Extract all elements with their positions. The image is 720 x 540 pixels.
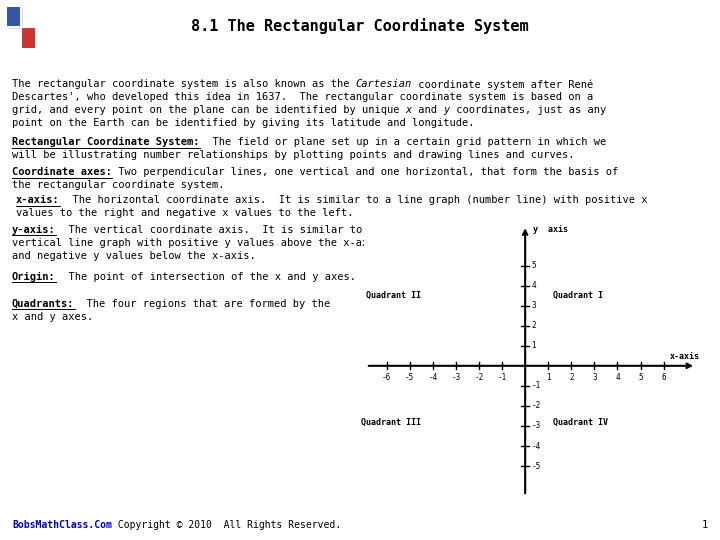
Text: -2: -2 — [531, 401, 541, 410]
Text: x-axis: x-axis — [670, 352, 699, 361]
Text: -6: -6 — [382, 373, 391, 382]
Text: the rectangular coordinate system.: the rectangular coordinate system. — [12, 180, 225, 190]
Text: Descartes', who developed this idea in 1637.  The rectangular coordinate system : Descartes', who developed this idea in 1… — [12, 92, 593, 102]
Text: 3: 3 — [531, 301, 536, 310]
Text: Quadrant I: Quadrant I — [553, 291, 603, 300]
Text: values to the right and negative x values to the left.: values to the right and negative x value… — [16, 208, 354, 218]
Text: coordinates, just as any: coordinates, just as any — [449, 105, 606, 115]
Text: The field or plane set up in a certain grid pattern in which we: The field or plane set up in a certain g… — [199, 137, 606, 147]
Text: will be illustrating number relationships by plotting points and drawing lines a: will be illustrating number relationship… — [12, 150, 575, 160]
Text: y-axis:: y-axis: — [12, 225, 55, 235]
Text: grid, and every point on the plane can be identified by unique: grid, and every point on the plane can b… — [12, 105, 406, 115]
Text: The vertical coordinate axis.  It is similar to a: The vertical coordinate axis. It is simi… — [55, 225, 374, 235]
Text: The horizontal coordinate axis.  It is similar to a line graph (number line) wit: The horizontal coordinate axis. It is si… — [60, 195, 647, 205]
Text: and negative y values below the x-axis.: and negative y values below the x-axis. — [12, 251, 256, 261]
Text: -2: -2 — [474, 373, 484, 382]
Text: -1: -1 — [498, 373, 507, 382]
Text: Origin:: Origin: — [12, 272, 55, 282]
Text: x: x — [406, 105, 412, 115]
Bar — [21, 27, 35, 48]
Text: 3: 3 — [592, 373, 597, 382]
Text: Cartesian: Cartesian — [356, 79, 412, 89]
Text: The rectangular coordinate system is also known as the: The rectangular coordinate system is als… — [12, 79, 356, 89]
Text: 5: 5 — [531, 261, 536, 270]
Text: -5: -5 — [531, 462, 541, 470]
Text: BobsMathClass.Com: BobsMathClass.Com — [12, 520, 112, 530]
Text: -3: -3 — [451, 373, 461, 382]
Text: Quadrants:: Quadrants: — [12, 299, 74, 309]
Text: 1: 1 — [531, 341, 536, 350]
Text: 1: 1 — [702, 520, 708, 530]
Text: and: and — [412, 105, 444, 115]
Bar — [7, 7, 21, 27]
Text: y  axis: y axis — [534, 225, 568, 234]
Text: 4: 4 — [615, 373, 620, 382]
Text: -4: -4 — [428, 373, 438, 382]
Text: 4: 4 — [531, 281, 536, 290]
Text: -4: -4 — [531, 442, 541, 450]
Text: Quadrant III: Quadrant III — [361, 417, 421, 427]
Text: x-axis:: x-axis: — [16, 195, 60, 205]
Text: 5: 5 — [638, 373, 643, 382]
Text: Rectangular Coordinate System:: Rectangular Coordinate System: — [12, 137, 199, 147]
Text: 8.1 The Rectangular Coordinate System: 8.1 The Rectangular Coordinate System — [192, 18, 528, 33]
Text: -3: -3 — [531, 422, 541, 430]
Text: The four regions that are formed by the: The four regions that are formed by the — [74, 299, 330, 309]
Text: Quadrant IV: Quadrant IV — [553, 417, 608, 427]
Text: -5: -5 — [405, 373, 415, 382]
Text: Copyright © 2010  All Rights Reserved.: Copyright © 2010 All Rights Reserved. — [112, 520, 341, 530]
Text: coordinate system after René: coordinate system after René — [412, 79, 593, 90]
Text: Two perpendicular lines, one vertical and one horizontal, that form the basis of: Two perpendicular lines, one vertical an… — [112, 167, 618, 177]
Text: Coordinate axes:: Coordinate axes: — [12, 167, 112, 177]
Text: Quadrant II: Quadrant II — [366, 291, 421, 300]
Text: point on the Earth can be identified by giving its latitude and longitude.: point on the Earth can be identified by … — [12, 118, 474, 128]
Text: -1: -1 — [531, 381, 541, 390]
Text: 2: 2 — [569, 373, 574, 382]
Text: x and y axes.: x and y axes. — [12, 312, 94, 322]
Text: 1: 1 — [546, 373, 551, 382]
Text: 6: 6 — [662, 373, 666, 382]
Text: vertical line graph with positive y values above the x-axis: vertical line graph with positive y valu… — [12, 238, 381, 248]
Text: The point of intersection of the x and y axes.: The point of intersection of the x and y… — [55, 272, 356, 282]
Text: 2: 2 — [531, 321, 536, 330]
Text: y: y — [444, 105, 449, 115]
